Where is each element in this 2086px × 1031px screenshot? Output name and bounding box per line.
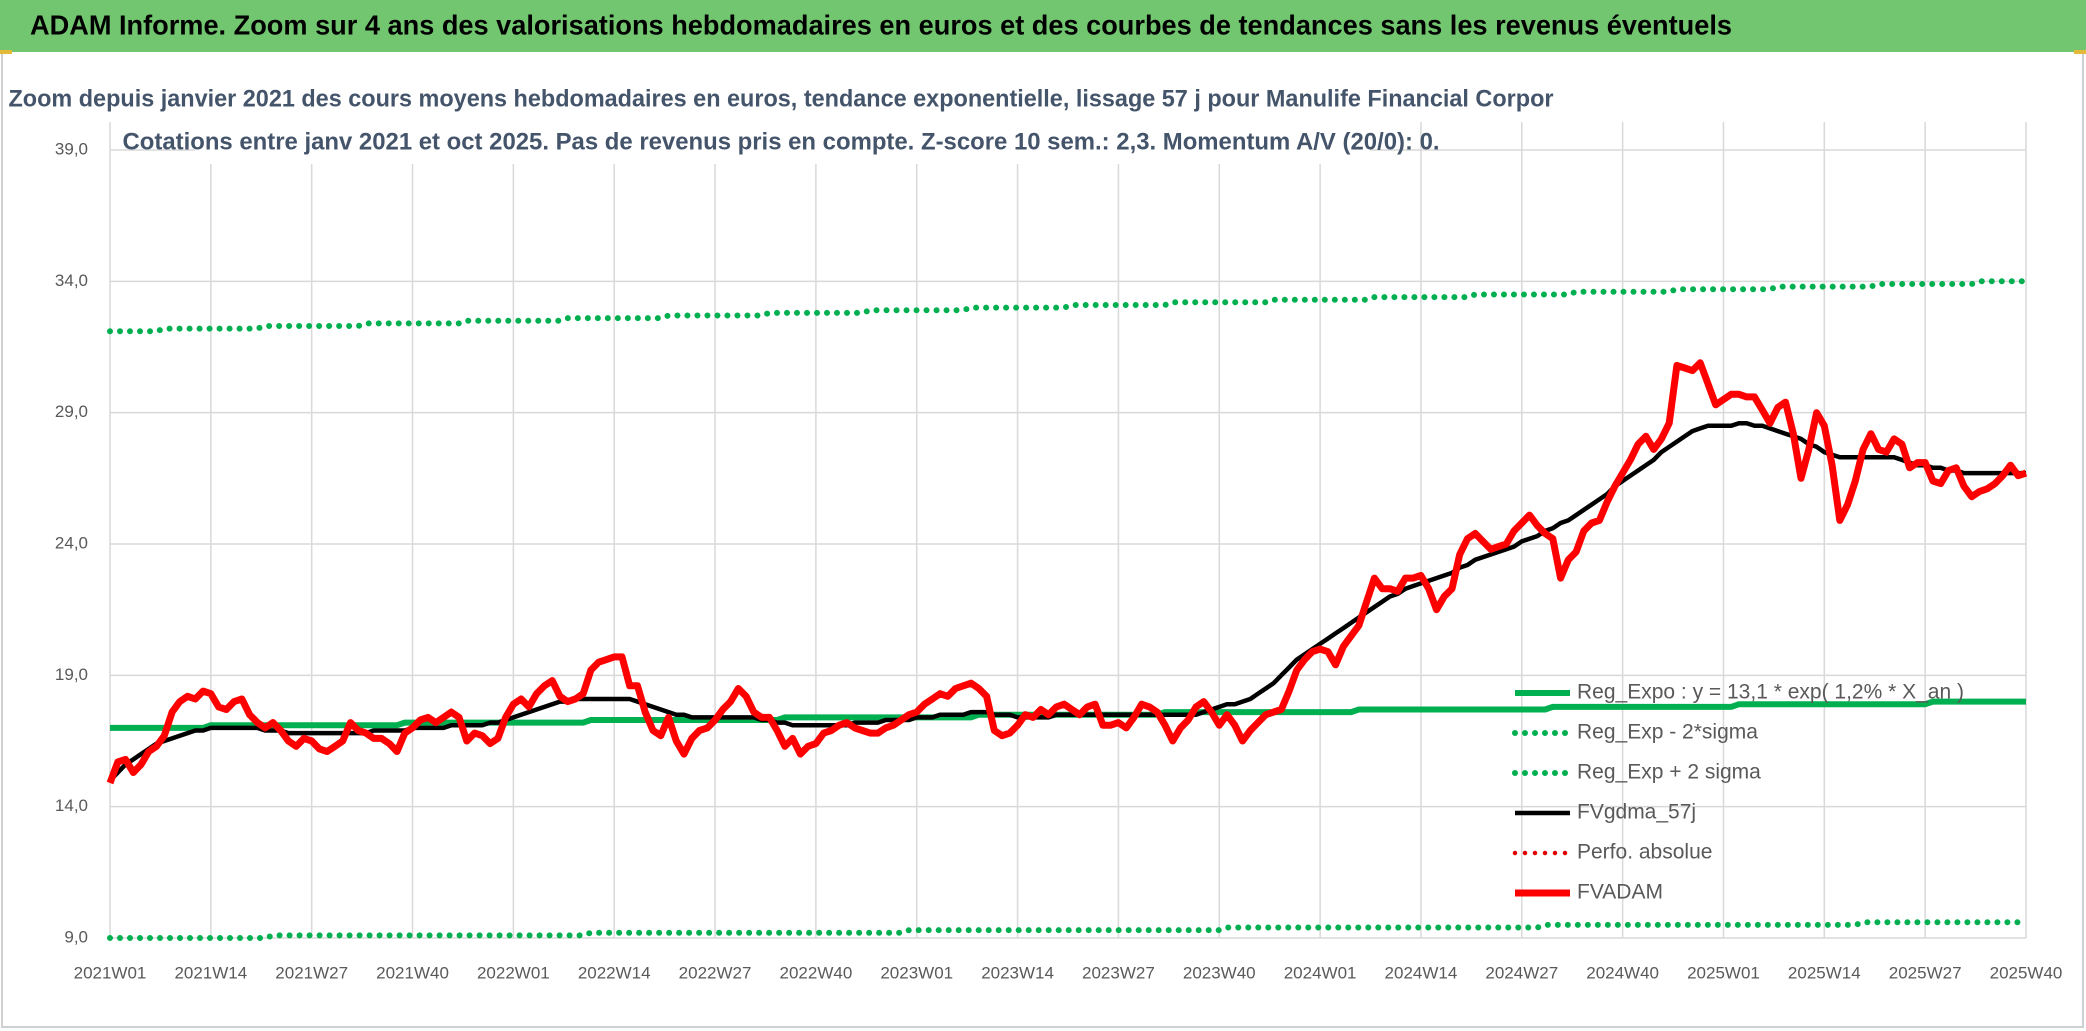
y-tick-label: 19,0 (55, 665, 88, 684)
header-accent (0, 50, 12, 54)
x-tick-label: 2022W01 (477, 963, 550, 982)
x-tick-label: 2024W14 (1385, 963, 1458, 982)
x-tick-label: 2023W01 (880, 963, 953, 982)
x-tick-label: 2023W40 (1183, 963, 1256, 982)
y-tick-label: 24,0 (55, 533, 88, 552)
x-tick-label: 2021W27 (275, 963, 348, 982)
x-tick-label: 2023W27 (1082, 963, 1155, 982)
y-tick-label: 34,0 (55, 271, 88, 290)
legend-label: FVADAM (1577, 881, 1663, 904)
x-tick-label: 2022W40 (780, 963, 853, 982)
legend-label: Reg_Expo : y = 13,1 * exp( 1,2% * X_an ) (1577, 681, 1964, 704)
x-tick-label: 2022W14 (578, 963, 651, 982)
legend-label: Perfo. absolue (1577, 841, 1712, 864)
page-title: ADAM Informe. Zoom sur 4 ans des valoris… (30, 9, 1732, 40)
x-tick-label: 2021W01 (74, 963, 147, 982)
x-tick-label: 2021W14 (174, 963, 247, 982)
legend: Reg_Expo : y = 13,1 * exp( 1,2% * X_an )… (1512, 681, 1964, 904)
x-tick-label: 2025W14 (1788, 963, 1861, 982)
x-tick-label: 2025W01 (1687, 963, 1760, 982)
y-tick-label: 9,0 (64, 927, 88, 946)
legend-label: Reg_Exp + 2 sigma (1577, 761, 1761, 784)
legend-label: FVgdma_57j (1577, 801, 1696, 824)
x-tick-label: 2025W40 (1990, 963, 2063, 982)
grid: 9,0 14,0 19,0 24,0 29,0 34,0 39,0 2021W01 2021W1… (55, 122, 2062, 982)
header-bar (0, 0, 2086, 52)
x-tick-label: 2024W27 (1485, 963, 1558, 982)
x-tick-label: 2024W40 (1586, 963, 1659, 982)
chart-subtitle: Zoom depuis janvier 2021 des cours moyen… (9, 85, 1554, 112)
chart-subtitle: Cotations entre janv 2021 et oct 2025. P… (123, 128, 1440, 155)
title-backdrop (195, 78, 1370, 164)
series-line (107, 278, 2029, 335)
y-tick-label: 39,0 (55, 139, 88, 158)
y-tick-label: 14,0 (55, 796, 88, 815)
legend-label: Reg_Exp - 2*sigma (1577, 721, 1758, 744)
x-tick-label: 2021W40 (376, 963, 449, 982)
plot (106, 278, 2029, 941)
series-line (108, 420, 2026, 782)
x-tick-label: 2025W27 (1889, 963, 1962, 982)
x-tick-label: 2024W01 (1284, 963, 1357, 982)
y-tick-label: 29,0 (55, 402, 88, 421)
x-tick-label: 2023W14 (981, 963, 1054, 982)
series-line (106, 359, 2028, 785)
x-tick-label: 2022W27 (679, 963, 752, 982)
series-line (107, 919, 2029, 941)
header-accent (2074, 50, 2086, 54)
